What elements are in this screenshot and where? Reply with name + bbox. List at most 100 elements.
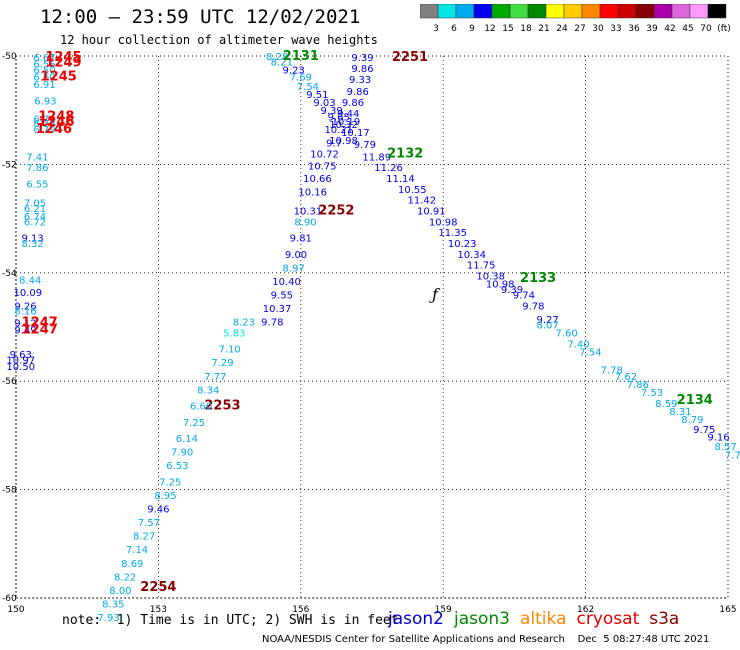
color-scale-label: 39 (646, 24, 658, 34)
swh-value: 10.66 (303, 174, 332, 185)
swh-value: 11.26 (374, 163, 403, 174)
x-tick-label: 165 (719, 605, 736, 615)
swh-value: 9.55 (271, 290, 293, 301)
cursor-icon: ƒ (429, 285, 441, 304)
color-swatch (707, 4, 727, 19)
swh-value: 6.91 (33, 80, 55, 91)
swh-value: 6.55 (26, 179, 48, 190)
color-scale-label: 27 (574, 24, 585, 34)
swh-value: 9.7 (326, 139, 342, 150)
pass-label: 1247 (22, 323, 58, 338)
swh-value: 11.14 (386, 174, 415, 185)
y-tick-label: -50 (2, 52, 17, 62)
swh-value: 10.34 (457, 250, 486, 261)
swh-value: 11.42 (408, 196, 437, 207)
swh-value: 10.31 (294, 206, 323, 217)
swh-value: 9.78 (261, 318, 283, 329)
swh-value: 8.90 (294, 217, 316, 228)
y-tick-label: -60 (2, 594, 17, 604)
swh-value: 7.86 (26, 163, 48, 174)
swh-value: 9.75 (693, 425, 715, 436)
satellite-s3a: s3a (649, 609, 680, 629)
satellite-legend: jason2 jason3 altika cryosat s3a (388, 609, 689, 629)
pass-label: 2134 (677, 393, 713, 408)
y-tick-label: -54 (2, 269, 17, 279)
swh-value: 9.12 (14, 319, 36, 330)
swh-value: 9.16 (707, 432, 729, 443)
color-scale-label: 42 (664, 24, 675, 34)
swh-value: 10.98 (429, 217, 458, 228)
color-scale-label: 70 (700, 24, 712, 34)
swh-value: 6.60 (190, 402, 212, 413)
x-tick-label: 159 (435, 605, 452, 615)
swh-value: 9.03 (313, 98, 335, 109)
swh-value: 9.27 (536, 315, 558, 326)
swh-value: 10.21 (324, 125, 353, 136)
swh-value: 9.33 (349, 75, 371, 86)
swh-value: 6.60 (33, 73, 55, 84)
swh-value: 8.97 (283, 263, 305, 274)
axis-labels: 150 153 156 159 162 165 -50 -52 -54 -56 -58 -60 (2, 52, 737, 615)
swh-value: 9.63 (10, 350, 32, 361)
swh-value: 9.23 (283, 66, 305, 77)
swh-value: 6.53 (166, 461, 188, 472)
color-scale-label: 30 (592, 24, 604, 34)
y-tick-label: -58 (2, 486, 17, 496)
swh-value: 7.14 (126, 545, 148, 556)
swh-value: 8.31 (669, 407, 691, 418)
color-scale-label: 15 (502, 24, 513, 34)
swh-value: 7.29 (211, 358, 233, 369)
swh-value: 9.46 (147, 505, 169, 516)
swh-value: 8.35 (102, 599, 124, 610)
swh-value: 7.7 (725, 450, 740, 461)
swh-value: 8.22 (114, 572, 136, 583)
pass-label: 2251 (392, 50, 428, 65)
color-scale-label: 24 (556, 24, 568, 34)
swh-value: 7.05 (24, 198, 46, 209)
color-scale-label: 12 (484, 24, 495, 34)
swh-value: 10.23 (448, 239, 477, 250)
swh-value: 10.38 (476, 272, 505, 283)
swh-value: 7.41 (26, 152, 48, 163)
swh-value: 10.55 (398, 185, 427, 196)
swh-value: 6.93 (34, 96, 56, 107)
swh-value: 7.57 (138, 518, 160, 529)
color-scale-label: 18 (520, 24, 532, 34)
swh-value: 10.16 (298, 188, 327, 199)
pass-label: 1246 (38, 115, 74, 130)
swh-value: 8.07 (536, 320, 558, 331)
footer-note: note: 1) Time is in UTC; 2) SWH is in fe… (62, 613, 399, 628)
swh-value: 8.27 (133, 532, 155, 543)
swh-value: 6.72 (24, 217, 46, 228)
color-scale-label: 21 (538, 24, 549, 34)
swh-value: 8.32 (21, 239, 43, 250)
swh-value: 9.78 (522, 301, 544, 312)
swh-value: 7.77 (204, 372, 226, 383)
swh-value: 10.50 (6, 362, 35, 373)
swh-value: 6.50 (33, 66, 55, 77)
swh-value: 10.37 (263, 304, 292, 315)
swh-value: 6.71 (33, 114, 55, 125)
x-tick-label: 162 (577, 605, 594, 615)
swh-value: 11.89 (362, 152, 391, 163)
swh-value: 9.86 (342, 98, 364, 109)
swh-value: 8.21 (271, 57, 293, 68)
swh-value: 6.56 (33, 60, 55, 71)
pass-label: 1249 (45, 56, 81, 71)
swh-value: 9.39 (321, 106, 343, 117)
swh-value: 7.25 (183, 418, 205, 429)
swh-value: 8.44 (19, 275, 41, 286)
swh-value: 6.67 (33, 53, 55, 64)
swh-value: 9.26 (14, 301, 36, 312)
color-scale-label: 36 (628, 24, 640, 34)
color-scale-legend: 3 6 9 12 15 18 21 24 27 30 33 36 39 42 45 70 (ft) (420, 4, 731, 34)
swh-value: 9.65 (328, 113, 350, 124)
swh-value: 7.90 (171, 448, 193, 459)
swh-value: 10.40 (272, 277, 301, 288)
color-scale-label: 6 (451, 24, 457, 34)
swh-value: 7.78 (601, 365, 623, 376)
swh-value: 9.39 (501, 285, 523, 296)
swh-value: 6.79 (33, 125, 55, 136)
satellite-altika: altika (520, 609, 567, 629)
pass-label: 1247 (22, 316, 58, 331)
